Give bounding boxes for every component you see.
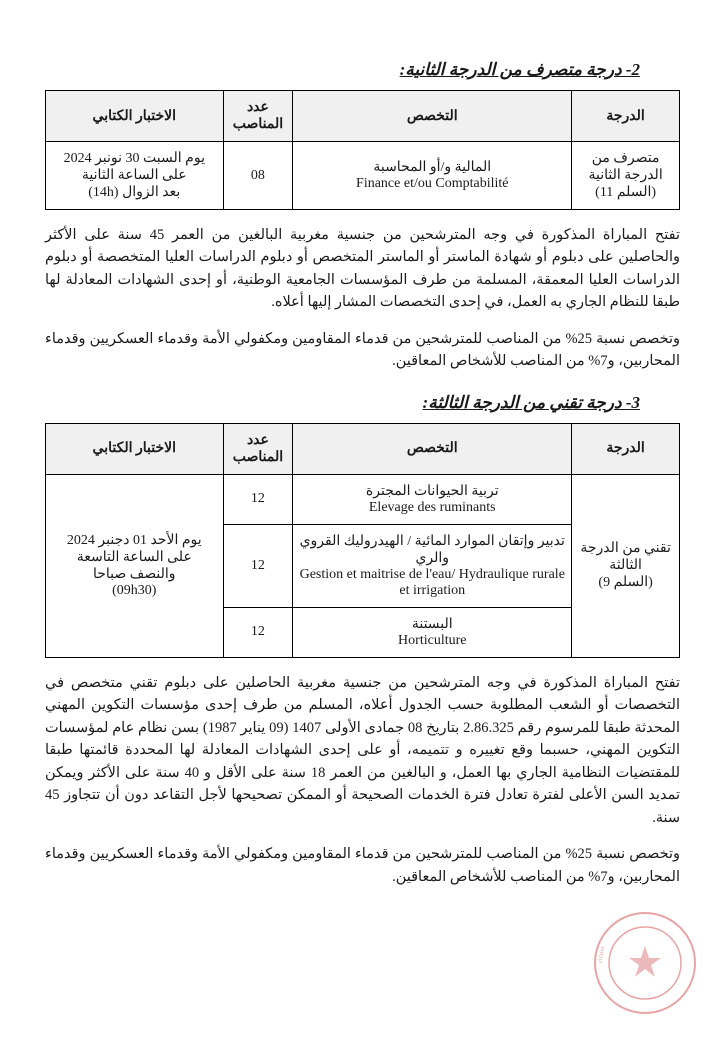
th-spec: التخصص bbox=[293, 423, 572, 474]
cell-posts: 12 bbox=[223, 474, 293, 524]
table-section-2: الدرجة التخصص عدد المناصب الاختبار الكتا… bbox=[45, 90, 680, 210]
cell-spec: المالية و/أو المحاسبة Finance et/ou Comp… bbox=[293, 142, 572, 210]
table-row: متصرف من الدرجة الثانية (السلم 11) المال… bbox=[46, 142, 680, 210]
section-2-paragraph-1: تفتح المباراة المذكورة في وجه المترشحين … bbox=[45, 224, 680, 314]
cell-spec: البستنة Horticulture bbox=[293, 607, 572, 657]
cell-posts: 08 bbox=[223, 142, 293, 210]
section-3-paragraph-2: وتخصص نسبة 25% من المناصب للمترشحين من ق… bbox=[45, 843, 680, 888]
table-section-3: الدرجة التخصص عدد المناصب الاختبار الكتا… bbox=[45, 423, 680, 658]
th-posts: عدد المناصب bbox=[223, 91, 293, 142]
cell-spec: تربية الحيوانات المجترة Elevage des rumi… bbox=[293, 474, 572, 524]
th-degree: الدرجة bbox=[572, 423, 680, 474]
cell-spec: تدبير وإتقان الموارد المائية / الهيدرولي… bbox=[293, 524, 572, 607]
th-posts: عدد المناصب bbox=[223, 423, 293, 474]
cell-posts: 12 bbox=[223, 524, 293, 607]
section-2-title: 2- درجة متصرف من الدرجة الثانية: bbox=[45, 60, 640, 80]
cell-exam: يوم الأحد 01 دجنبر 2024 على الساعة التاس… bbox=[46, 474, 224, 657]
cell-posts: 12 bbox=[223, 607, 293, 657]
th-exam: الاختبار الكتابي bbox=[46, 423, 224, 474]
table-row: تقني من الدرجة الثالثة (السلم 9) تربية ا… bbox=[46, 474, 680, 524]
section-3-paragraph-1: تفتح المباراة المذكورة في وجه المترشحين … bbox=[45, 672, 680, 829]
cell-degree: تقني من الدرجة الثالثة (السلم 9) bbox=[572, 474, 680, 657]
th-degree: الدرجة bbox=[572, 91, 680, 142]
section-2-paragraph-2: وتخصص نسبة 25% من المناصب للمترشحين من ق… bbox=[45, 328, 680, 373]
section-3-title: 3- درجة تقني من الدرجة الثالثة: bbox=[45, 393, 640, 413]
cell-degree: متصرف من الدرجة الثانية (السلم 11) bbox=[572, 142, 680, 210]
official-stamp-icon: Office National du Conseil Agricole bbox=[590, 908, 700, 1018]
th-exam: الاختبار الكتابي bbox=[46, 91, 224, 142]
table-header-row: الدرجة التخصص عدد المناصب الاختبار الكتا… bbox=[46, 91, 680, 142]
table-header-row: الدرجة التخصص عدد المناصب الاختبار الكتا… bbox=[46, 423, 680, 474]
th-spec: التخصص bbox=[293, 91, 572, 142]
cell-exam: يوم السبت 30 نونبر 2024 على الساعة الثان… bbox=[46, 142, 224, 210]
